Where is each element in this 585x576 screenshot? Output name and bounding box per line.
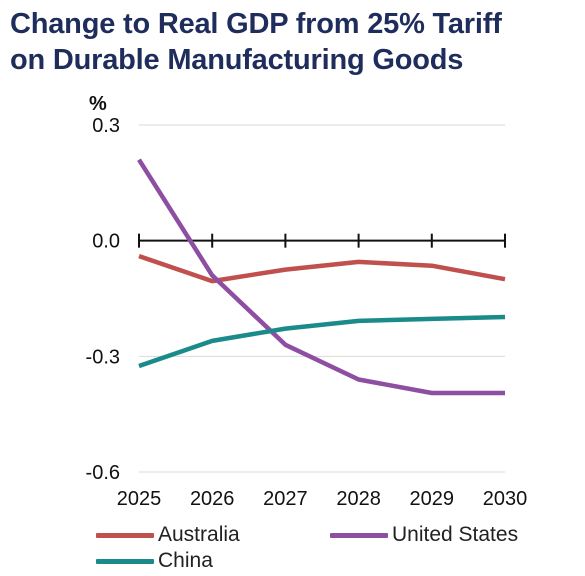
y-axis-unit-label: % (89, 93, 107, 115)
y-tick-label-1: 0.0 (92, 231, 120, 253)
legend-label-china: China (158, 549, 213, 572)
legend-item-united-states: United States (330, 522, 518, 548)
chart-title-line-1: Change to Real GDP from 25% Tariff (10, 8, 502, 40)
series-line-united-states (137, 158, 505, 396)
x-tick-label-5: 2030 (483, 488, 528, 510)
legend-item-australia: Australia (96, 522, 240, 548)
legend-label-australia: Australia (158, 523, 240, 546)
legend: Australia United States China (0, 518, 585, 576)
y-tick-label-3: -0.6 (86, 462, 120, 484)
legend-label-united-states: United States (392, 523, 519, 546)
legend-swatch-united-states (330, 532, 388, 538)
x-tick-label-2: 2027 (263, 488, 308, 510)
series-line-australia (138, 253, 506, 284)
legend-swatch-australia (96, 532, 154, 538)
y-tick-label-0: 0.3 (92, 115, 120, 137)
x-tick-label-4: 2029 (410, 488, 455, 510)
chart-title: Change to Real GDP from 25% Tariff on Du… (10, 6, 580, 78)
legend-swatch-china (96, 558, 154, 564)
legend-item-china: China (96, 548, 213, 574)
series-line-china (138, 314, 506, 369)
line-chart: %0.3 0.0 -0.3 -0.6 2025 2026 2027 2028 2029 2030 (86, 93, 528, 510)
x-tick-label-3: 2028 (336, 488, 381, 510)
x-tick-label-1: 2026 (190, 488, 235, 510)
y-tick-label-2: -0.3 (86, 346, 120, 368)
x-tick-label-0: 2025 (117, 488, 162, 510)
chart-title-line-2: on Durable Manufacturing Goods (10, 44, 464, 76)
